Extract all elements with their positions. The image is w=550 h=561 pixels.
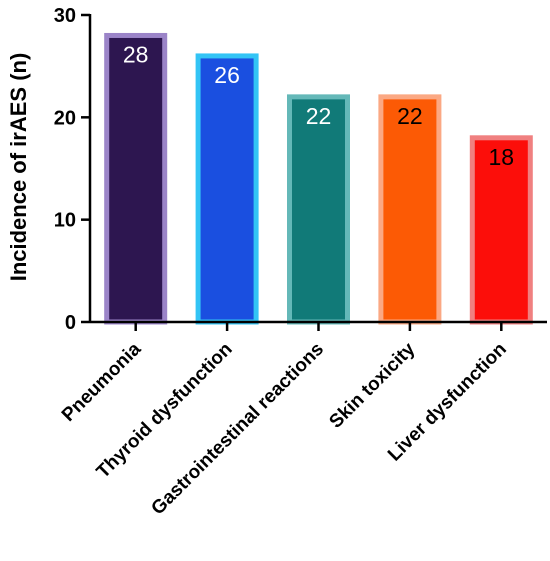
bar-value-label: 18 <box>489 144 515 170</box>
bar <box>287 94 350 325</box>
x-category-label: Skin toxicity <box>325 338 419 432</box>
bar-value-label: 26 <box>214 62 240 88</box>
bar-value-label: 22 <box>306 103 332 129</box>
bars: 28 26 22 22 18 <box>104 32 533 325</box>
y-tick-label: 30 <box>54 5 76 27</box>
bar <box>195 53 259 325</box>
bar <box>104 32 168 325</box>
x-category-label: Gastrointestinal reactions <box>147 339 328 520</box>
y-axis-ticks: 0 10 20 30 <box>54 5 90 334</box>
y-axis-title: Incidence of irAES (n) <box>6 53 31 282</box>
y-tick-label: 20 <box>54 107 76 129</box>
bar <box>378 94 442 325</box>
x-category-label: Pneumonia <box>58 338 146 426</box>
bar-value-label: 22 <box>397 103 423 129</box>
bar <box>469 135 533 325</box>
y-tick-label: 0 <box>65 312 76 334</box>
bar-value-label: 28 <box>123 41 149 67</box>
y-tick-label: 10 <box>54 210 76 232</box>
